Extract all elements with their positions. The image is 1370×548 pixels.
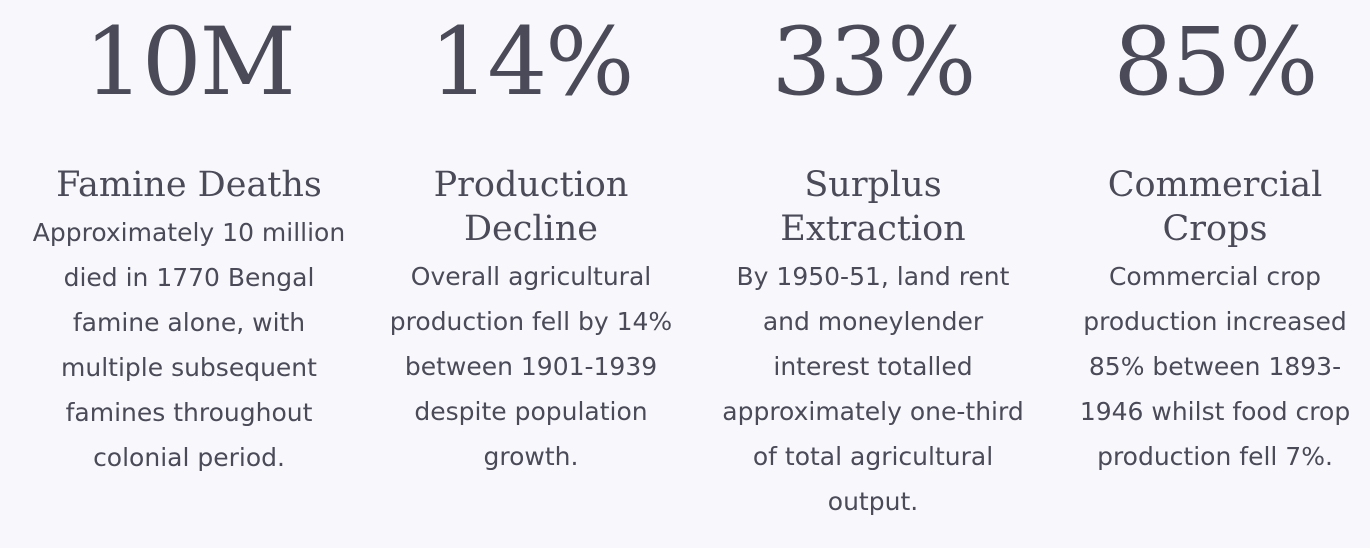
stat-card-commercial-crops: 85% Commercial Crops Commercial crop pro… — [1050, 0, 1370, 479]
stat-description: Approximately 10 million died in 1770 Be… — [32, 218, 346, 472]
stat-card-famine-deaths: 10M Famine Deaths Approximately 10 milli… — [24, 0, 354, 480]
stat-title: Surplus Extraction — [780, 165, 966, 249]
stat-value: 14% — [429, 8, 635, 117]
stat-title: Commercial Crops — [1107, 165, 1323, 249]
stat-value: 33% — [771, 8, 977, 117]
stat-title: Production Decline — [433, 165, 629, 249]
stat-value: 85% — [1113, 8, 1319, 117]
stat-description: Commercial crop production increased 85%… — [1079, 262, 1351, 471]
stat-description: By 1950-51, land rent and moneylender in… — [722, 262, 1024, 516]
stat-card-surplus-extraction: 33% Surplus Extraction By 1950-51, land … — [708, 0, 1038, 524]
stat-title: Famine Deaths — [56, 165, 322, 205]
stat-card-production-decline: 14% Production Decline Overall agricultu… — [366, 0, 696, 479]
stat-value: 10M — [84, 8, 296, 117]
stat-description: Overall agricultural production fell by … — [389, 262, 673, 471]
